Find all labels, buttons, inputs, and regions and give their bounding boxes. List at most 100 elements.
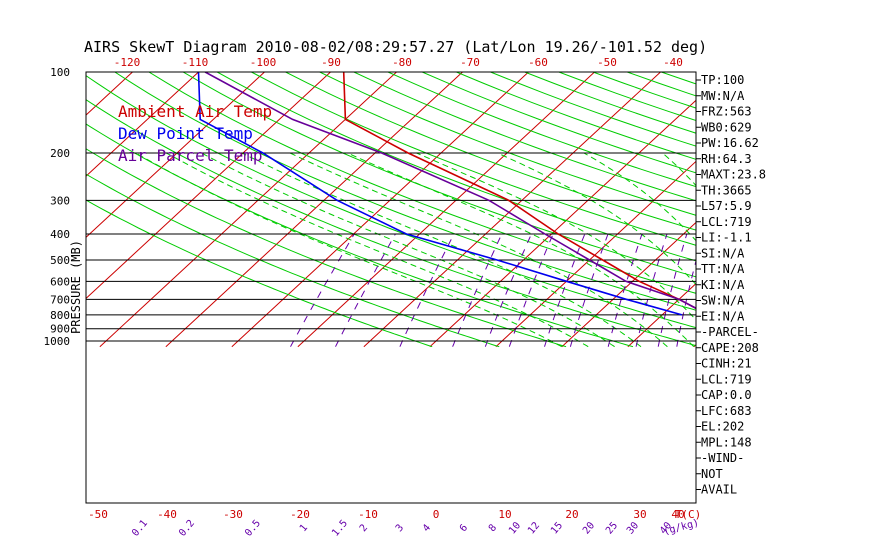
mixing-ratio-tick-label: 0.5 <box>243 518 263 539</box>
pressure-tick-label: 200 <box>50 147 70 160</box>
mixing-ratio-line <box>635 233 668 347</box>
bottom-temp-tick-label: 30 <box>633 508 646 521</box>
moist-adiabat <box>135 152 563 348</box>
mixing-ratio-tick-label: 0.1 <box>130 518 150 539</box>
moist-adiabat <box>416 152 696 321</box>
pressure-tick-label: 1000 <box>44 335 71 348</box>
moist-adiabat <box>166 152 589 348</box>
index-label: TT:N/A <box>701 262 745 276</box>
isotherm-line <box>86 72 331 300</box>
dry-adiabat <box>319 72 696 216</box>
mixing-ratio-line <box>657 233 688 347</box>
pressure-tick-label: 700 <box>50 293 70 306</box>
dry-adiabat <box>285 72 696 231</box>
index-label: RH:64.3 <box>701 152 752 166</box>
top-temp-tick-label: -80 <box>392 56 412 69</box>
mixing-ratio-line <box>508 233 554 347</box>
top-temp-tick-label: -60 <box>528 56 548 69</box>
bottom-temp-tick-label: 0 <box>433 508 440 521</box>
moist-adiabat <box>201 152 615 348</box>
mixing-ratio-tick-label: 10 <box>507 520 523 536</box>
index-label: PW:16.62 <box>701 136 759 150</box>
index-label: TH:3665 <box>701 183 752 197</box>
dry-adiabat <box>353 72 696 202</box>
mixing-ratio-line <box>676 258 696 347</box>
index-label: CAPE:208 <box>701 341 759 355</box>
mixing-ratio-line <box>569 233 609 347</box>
mixing-ratio-tick-label: 8 <box>487 523 499 535</box>
top-temp-tick-label: -90 <box>321 56 341 69</box>
mixing-ratio-tick-label: 20 <box>581 520 597 536</box>
bottom-temp-tick-label: -10 <box>358 508 378 521</box>
plot-frame <box>85 71 697 504</box>
legend: Ambient Air Temp Dew Point Temp Air Parcel… <box>118 102 272 165</box>
dry-adiabat <box>524 72 696 134</box>
isotherm-line <box>86 72 265 238</box>
mixing-ratio-tick-label: 2 <box>358 523 370 535</box>
index-label: SW:N/A <box>701 294 745 308</box>
moist-adiabat <box>289 152 668 348</box>
isotherm-line <box>297 72 595 348</box>
pressure-tick-label: 100 <box>50 66 70 79</box>
moist-adiabat <box>583 152 696 242</box>
index-label: CINH:21 <box>701 357 752 371</box>
bottom-temp-tick-label: 20 <box>565 508 578 521</box>
y-axis-label: PRESSURE (MB) <box>69 240 83 334</box>
bottom-temp-tick-label: -30 <box>223 508 243 521</box>
bottom-temp-tick-label: -40 <box>157 508 177 521</box>
mixing-ratio-line <box>452 233 503 347</box>
index-label: EI:N/A <box>701 309 745 323</box>
legend-entry: Ambient Air Temp <box>118 102 272 121</box>
bottom-temp-tick-label: -50 <box>88 508 108 521</box>
pressure-tick-label: 500 <box>50 254 70 267</box>
isotherm-line <box>826 72 870 347</box>
mixing-ratio-tick-label: 1.5 <box>330 518 350 539</box>
dry-adiabat <box>148 72 696 294</box>
dry-adiabat <box>216 72 696 262</box>
index-label: -WIND- <box>701 451 744 465</box>
dry-adiabat <box>387 72 696 188</box>
moist-adiabat <box>241 152 642 348</box>
dry-adiabat <box>251 72 696 246</box>
mixing-ratio-tick-label: 4 <box>421 523 433 535</box>
isotherm-line <box>429 99 696 348</box>
index-label: MW:N/A <box>701 89 745 103</box>
isotherm-line <box>495 160 696 348</box>
mixing-ratio-line <box>290 233 355 347</box>
index-label: L57:5.9 <box>701 199 752 213</box>
mixing-ratio-line <box>335 233 396 347</box>
index-label: -PARCEL- <box>701 325 759 339</box>
top-temp-tick-label: -110 <box>182 56 209 69</box>
parcel-temp-line <box>204 72 696 310</box>
index-label: FRZ:563 <box>701 105 752 119</box>
isotherm-line <box>0 72 1 347</box>
index-label: WB0:629 <box>701 120 752 134</box>
isotherm-line <box>760 72 870 347</box>
dry-adiabat <box>86 173 500 348</box>
pressure-tick-label: 300 <box>50 194 70 207</box>
dry-adiabat <box>182 72 696 278</box>
mixing-ratio-line <box>544 233 586 347</box>
isotherm-line <box>165 72 463 348</box>
mixing-ratio-tick-label: 6 <box>458 523 470 535</box>
pressure-tick-label: 400 <box>50 228 70 241</box>
index-label: AVAIL <box>701 483 737 497</box>
isotherm-line <box>86 72 199 177</box>
mixing-ratio-line <box>607 233 643 347</box>
dry-adiabat <box>456 72 696 160</box>
legend-entry: Air Parcel Temp <box>118 146 263 165</box>
index-label: SI:N/A <box>701 246 745 260</box>
ambient-temp-line <box>342 72 696 310</box>
dry-adiabat <box>661 72 696 85</box>
index-label: CAP:0.0 <box>701 388 752 402</box>
bottom-temp-tick-label: 40 <box>671 508 684 521</box>
legend-entry: Dew Point Temp <box>118 124 253 143</box>
mixing-ratio-line <box>775 234 791 347</box>
mixing-ratio-tick-label: 1 <box>298 523 310 535</box>
index-label: LCL:719 <box>701 215 752 229</box>
index-label: MAXT:23.8 <box>701 168 766 182</box>
bottom-axis-label: T(C) <box>675 508 702 521</box>
pressure-tick-label: 900 <box>50 323 70 336</box>
mixing-ratio-line <box>484 233 532 347</box>
